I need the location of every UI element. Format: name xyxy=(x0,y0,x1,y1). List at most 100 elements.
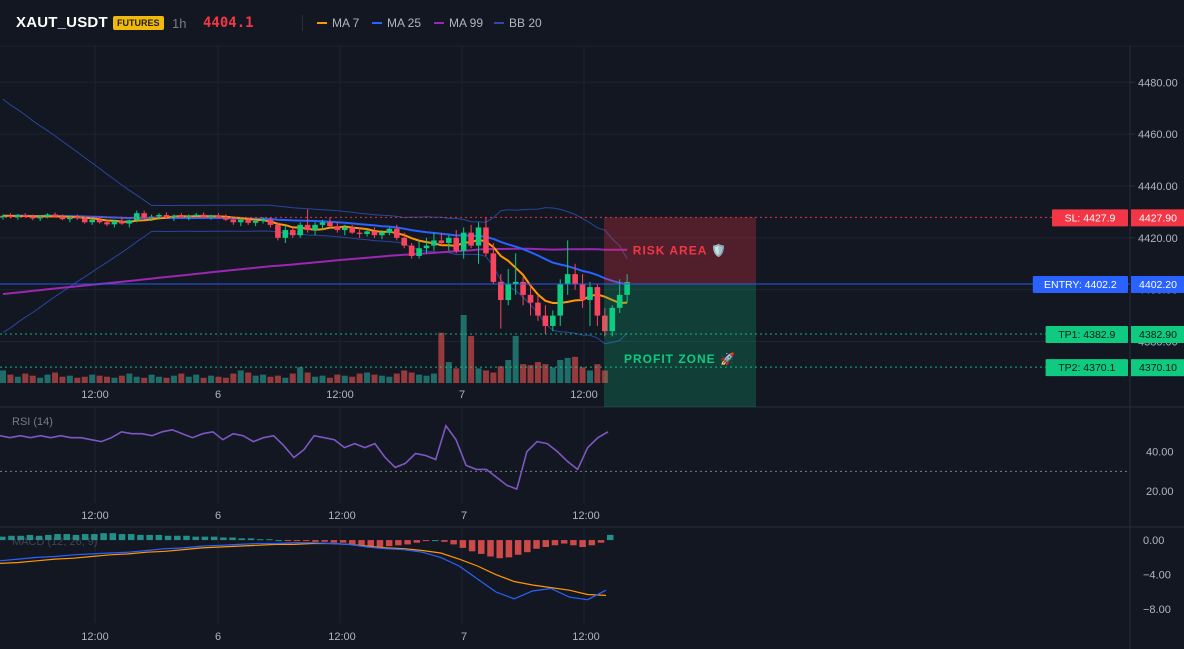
time-tick-label: 12:00 xyxy=(81,510,109,522)
candle[interactable] xyxy=(15,213,21,220)
candle[interactable] xyxy=(401,232,408,249)
candle[interactable] xyxy=(624,274,630,303)
candle[interactable] xyxy=(185,214,192,221)
volume-bar xyxy=(0,370,6,383)
candle[interactable] xyxy=(572,263,578,290)
candle[interactable] xyxy=(275,222,281,241)
candle[interactable] xyxy=(371,227,378,238)
candle[interactable] xyxy=(319,219,326,231)
macd-hist-bar xyxy=(413,540,421,543)
candle[interactable] xyxy=(542,305,549,334)
macd-hist-bar xyxy=(72,534,80,541)
candle[interactable] xyxy=(460,227,467,259)
candle[interactable] xyxy=(0,214,6,220)
candle[interactable] xyxy=(267,217,274,228)
candle[interactable] xyxy=(297,222,303,238)
candle[interactable] xyxy=(453,230,460,254)
candle[interactable] xyxy=(156,213,162,220)
candle[interactable] xyxy=(104,219,110,227)
candle[interactable] xyxy=(527,284,534,316)
candle[interactable] xyxy=(423,237,430,254)
candle[interactable] xyxy=(245,217,251,225)
tp2-label-box[interactable] xyxy=(1045,359,1128,377)
candle[interactable] xyxy=(52,212,58,218)
candle[interactable] xyxy=(483,217,489,256)
candle[interactable] xyxy=(579,274,586,308)
candle[interactable] xyxy=(252,219,259,227)
candle[interactable] xyxy=(111,219,118,228)
candle[interactable] xyxy=(587,281,593,326)
candle[interactable] xyxy=(67,215,73,223)
candle[interactable] xyxy=(215,213,222,219)
candle[interactable] xyxy=(341,224,348,236)
candle[interactable] xyxy=(386,227,393,236)
candle[interactable] xyxy=(475,222,482,264)
candle[interactable] xyxy=(96,217,103,224)
legend-label: MA 25 xyxy=(387,16,422,30)
candle[interactable] xyxy=(512,253,519,295)
candle[interactable] xyxy=(594,284,601,326)
candle[interactable] xyxy=(446,235,452,251)
sl-label-box[interactable] xyxy=(1052,209,1128,227)
candle[interactable] xyxy=(557,279,564,326)
candle[interactable] xyxy=(133,210,140,223)
candle[interactable] xyxy=(163,212,170,218)
candle[interactable] xyxy=(490,243,497,285)
candle[interactable] xyxy=(81,217,88,224)
tp1-label-box[interactable] xyxy=(1045,326,1128,344)
volume-bar xyxy=(460,315,467,383)
macd-hist-bar xyxy=(174,535,181,541)
candle-body xyxy=(223,217,229,220)
candle[interactable] xyxy=(74,214,81,220)
candle[interactable] xyxy=(609,305,616,337)
candle[interactable] xyxy=(304,209,311,233)
candle[interactable] xyxy=(312,222,318,236)
timeframe-label[interactable]: 1h xyxy=(172,16,187,31)
legend-item-bb20[interactable]: BB 20 xyxy=(494,16,542,30)
candle[interactable] xyxy=(126,219,133,228)
candle[interactable] xyxy=(59,214,66,221)
candle[interactable] xyxy=(327,217,333,228)
candle[interactable] xyxy=(550,310,556,332)
candle[interactable] xyxy=(438,232,445,246)
legend-swatch xyxy=(317,22,327,24)
candle[interactable] xyxy=(119,217,125,225)
candle-body xyxy=(616,294,623,308)
candle[interactable] xyxy=(349,224,356,234)
symbol-name[interactable]: XAUT_USDT xyxy=(16,14,108,31)
candle[interactable] xyxy=(408,243,415,259)
candle[interactable] xyxy=(289,227,296,238)
candle[interactable] xyxy=(237,218,244,227)
candle[interactable] xyxy=(535,294,541,321)
candle[interactable] xyxy=(260,217,266,224)
candle[interactable] xyxy=(379,230,385,240)
entry-label-box[interactable] xyxy=(1032,275,1128,293)
legend-item-ma99[interactable]: MA 99 xyxy=(434,16,483,30)
candle[interactable] xyxy=(356,227,363,238)
candle[interactable] xyxy=(431,232,437,251)
candle[interactable] xyxy=(505,268,512,306)
candle[interactable] xyxy=(89,218,95,225)
candle[interactable] xyxy=(282,224,289,244)
candle[interactable] xyxy=(29,214,36,221)
candle[interactable] xyxy=(230,217,237,225)
candle[interactable] xyxy=(416,240,422,259)
candle[interactable] xyxy=(498,274,504,329)
candle[interactable] xyxy=(364,230,370,237)
candle[interactable] xyxy=(334,222,341,233)
legend-item-ma25[interactable]: MA 25 xyxy=(372,16,421,30)
candle[interactable] xyxy=(393,224,400,241)
legend-swatch xyxy=(434,22,444,24)
candle[interactable] xyxy=(141,210,147,220)
candle[interactable] xyxy=(200,212,207,218)
candle[interactable] xyxy=(171,214,177,221)
legend-item-ma7[interactable]: MA 7 xyxy=(317,16,359,30)
candle[interactable] xyxy=(602,307,608,337)
candle[interactable] xyxy=(564,240,571,295)
candle[interactable] xyxy=(44,213,51,219)
candle-body xyxy=(74,217,81,219)
candle[interactable] xyxy=(616,279,623,314)
candle[interactable] xyxy=(468,224,474,249)
candle[interactable] xyxy=(520,276,526,306)
